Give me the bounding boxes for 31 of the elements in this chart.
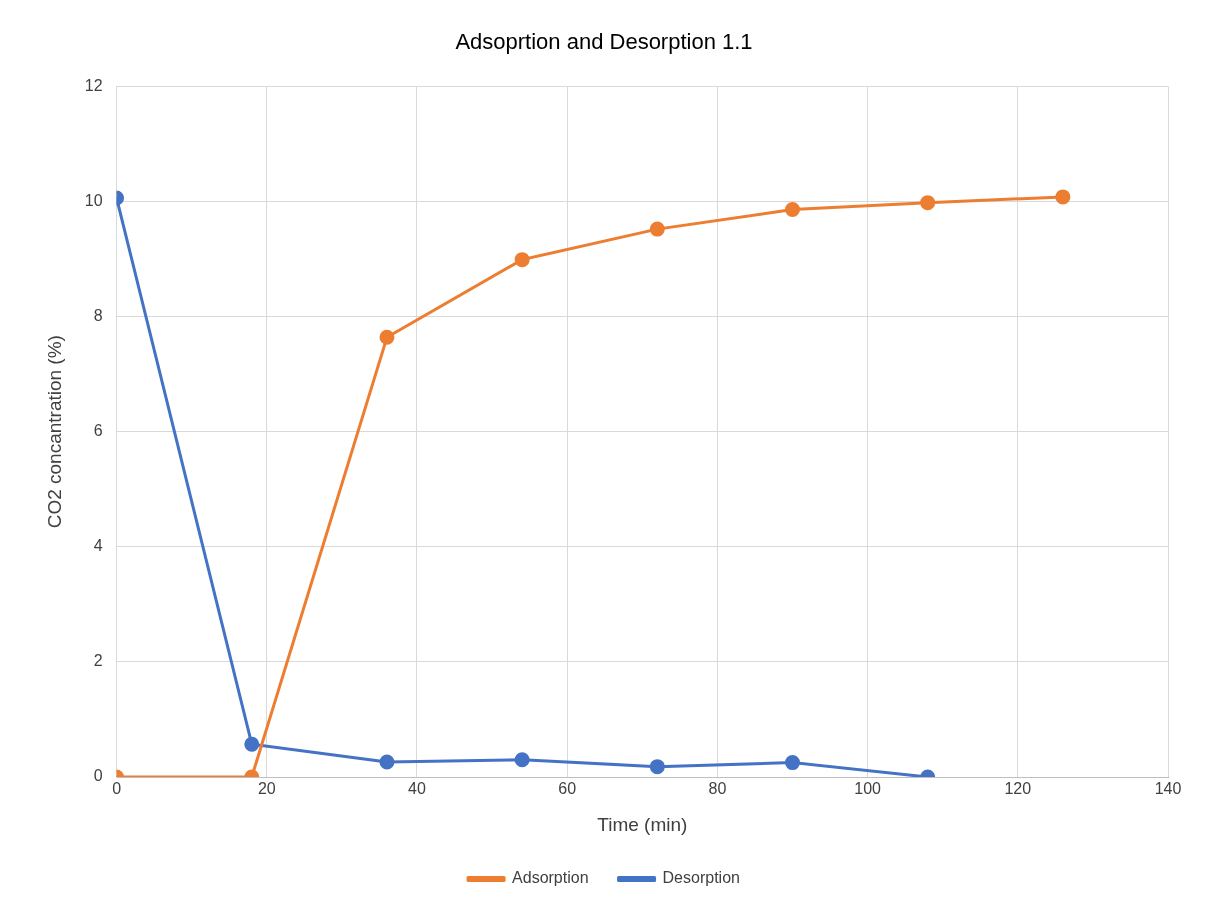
point [244, 736, 260, 752]
y-axis-title: CO2 concantration (%) [43, 335, 65, 529]
x-tick-label: 140 [1154, 780, 1182, 798]
point [920, 195, 936, 211]
point [785, 202, 800, 218]
x-tick-label: 60 [558, 780, 577, 798]
point [379, 754, 395, 770]
x-tick-label: 40 [408, 780, 426, 798]
y-tick-label: 2 [93, 652, 103, 670]
y-tick-label: 6 [93, 422, 103, 440]
x-tick-label: 80 [708, 780, 727, 798]
point [785, 755, 800, 771]
x-tick-label: 120 [1004, 780, 1032, 798]
chart-title: Adsoprtion and Desorption 1.1 [455, 29, 753, 55]
point [649, 759, 665, 775]
point [514, 752, 530, 768]
x-axis-title: Time (min) [597, 813, 688, 835]
point [514, 252, 530, 268]
point [379, 329, 395, 345]
point [1055, 189, 1071, 205]
legend-label: Adsorption [512, 869, 589, 887]
legend-label: Desorption [662, 869, 740, 887]
y-tick-label: 4 [93, 537, 103, 555]
y-tick-label: 10 [84, 191, 103, 209]
x-tick-label: 20 [257, 780, 276, 798]
y-tick-label: 8 [93, 307, 103, 325]
x-tick-label: 0 [112, 780, 122, 798]
point [649, 221, 665, 237]
y-tick-label: 12 [84, 76, 103, 94]
x-tick-label: 100 [854, 780, 882, 798]
y-tick-label: 0 [93, 767, 103, 785]
